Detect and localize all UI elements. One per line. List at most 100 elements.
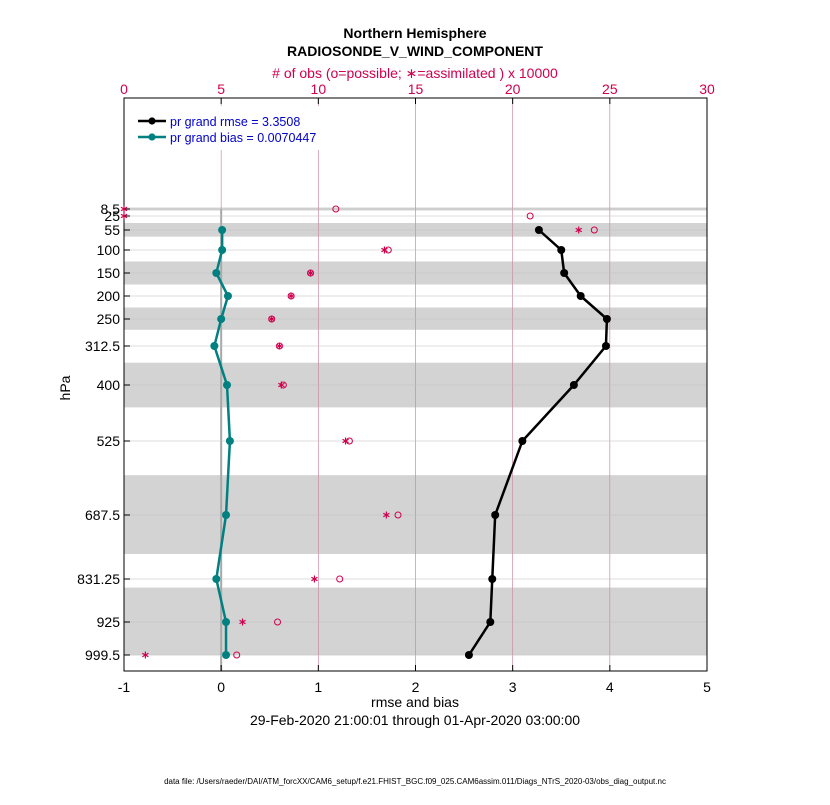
obs-star-stroke [287, 293, 295, 299]
obs-star-stroke [575, 227, 583, 233]
date-range: 29-Feb-2020 21:00:01 through 01-Apr-2020… [250, 712, 580, 728]
obs-assimilated-marker [575, 226, 583, 234]
bias-point [212, 575, 221, 583]
y-tick-label: 687.5 [85, 507, 120, 523]
obs-possible-marker [590, 226, 598, 234]
obs-star-stroke [342, 438, 349, 444]
rmse-point [569, 381, 578, 389]
x-tick-label: 3 [509, 679, 517, 695]
y-tick-label: 925 [97, 614, 121, 630]
bottom-axis-ticks: -1 0 1 2 3 4 5 [118, 665, 711, 695]
rmse-point [576, 292, 585, 300]
y-tick-label: 312.5 [85, 338, 120, 354]
obs-star-stroke [383, 512, 390, 518]
bias-point [223, 292, 232, 300]
rmse-point [534, 226, 543, 234]
obs-star-stroke [276, 343, 283, 349]
bias-point [217, 315, 226, 323]
obs-possible-marker [274, 618, 282, 626]
top-tick-label: 5 [217, 81, 225, 97]
gridlines [220, 98, 611, 671]
x-tick-label: 4 [606, 679, 614, 695]
obs-star-stroke [307, 270, 314, 276]
y-tick-label: 200 [97, 288, 121, 304]
bias-point [210, 342, 219, 350]
y-tick-label: 525 [97, 433, 121, 449]
bias-point [218, 246, 227, 254]
y-tick-label: 150 [97, 265, 121, 281]
obs-assimilated-marker [142, 651, 149, 659]
level-gridlines [124, 208, 707, 656]
x-tick-label: 1 [314, 679, 322, 695]
obs-star-stroke [311, 576, 318, 582]
x-axis-label: rmse and bias [371, 694, 459, 710]
obs-assimilated-marker [383, 511, 390, 519]
obs-assimilated-marker [342, 437, 349, 445]
obs-possible-marker [332, 205, 340, 213]
y-tick-label: 831.25 [77, 571, 120, 587]
obs-possible-marker [394, 511, 402, 519]
y-tick-label: 400 [97, 377, 121, 393]
chart-subtitle: RADIOSONDE_V_WIND_COMPONENT [287, 43, 543, 59]
x-tick-label: -1 [118, 679, 131, 695]
y-tick-label: 250 [97, 311, 121, 327]
legend-bias-marker [148, 133, 156, 141]
rmse-point [602, 315, 611, 323]
bias-point [222, 651, 231, 659]
series-lines [210, 226, 611, 659]
obs-possible-marker [336, 575, 344, 583]
legend-rmse-label: pr grand rmse = 3.3508 [170, 115, 300, 129]
obs-assimilated-marker [120, 205, 128, 213]
rmse-point [488, 575, 497, 583]
top-axis-ticks: 0 5 10 15 20 25 30 [120, 81, 715, 104]
bias-point [222, 618, 231, 626]
obs-assimilated-marker [278, 381, 285, 389]
obs-star-stroke [381, 247, 388, 253]
rmse-point [560, 269, 569, 277]
top-axis-label: # of obs (o=possible; ∗=assimilated ) x … [272, 65, 558, 81]
obs-assimilated-marker [287, 292, 295, 300]
x-tick-label: 5 [703, 679, 711, 695]
obs-star-stroke [120, 206, 128, 212]
y-tick-label: 999.5 [85, 647, 120, 663]
bias-point [218, 226, 227, 234]
obs-star-stroke [142, 652, 149, 658]
bias-point [222, 381, 231, 389]
rmse-point [557, 246, 566, 254]
obs-assimilated-marker [239, 618, 246, 626]
obs-star-stroke [268, 316, 276, 322]
legend-bias-label: pr grand bias = 0.0070447 [170, 131, 316, 145]
obs-assimilated-marker [307, 269, 314, 277]
bias-point [222, 511, 231, 519]
obs-star-stroke [120, 213, 128, 219]
legend-rmse-marker [148, 117, 156, 125]
obs-assimilated-marker [276, 342, 283, 350]
y-axis-label: hPa [57, 375, 73, 400]
rmse-point [491, 511, 500, 519]
legend-box [130, 106, 342, 150]
y-tick-label: 8.5 [101, 201, 121, 217]
obs-markers [120, 205, 598, 659]
x-tick-label: 2 [412, 679, 420, 695]
data-file-footer: data file: /Users/raeder/DAI/ATM_forcXX/… [164, 777, 666, 786]
obs-assimilated-marker [381, 246, 388, 254]
obs-star-stroke [239, 619, 246, 625]
top-tick-label: 10 [311, 81, 327, 97]
top-tick-label: 20 [505, 81, 521, 97]
bias-point [212, 269, 221, 277]
obs-assimilated-marker [311, 575, 318, 583]
rmse-point [486, 618, 495, 626]
x-tick-label: 0 [217, 679, 225, 695]
y-tick-label: 55 [104, 222, 120, 238]
obs-assimilated-marker [120, 212, 128, 220]
obs-possible-marker [526, 212, 534, 220]
top-tick-label: 30 [699, 81, 715, 97]
top-tick-label: 15 [408, 81, 424, 97]
rmse-point [464, 651, 473, 659]
chart-title: Northern Hemisphere [343, 25, 486, 41]
obs-star-stroke [278, 382, 285, 388]
obs-possible-marker [233, 651, 241, 659]
